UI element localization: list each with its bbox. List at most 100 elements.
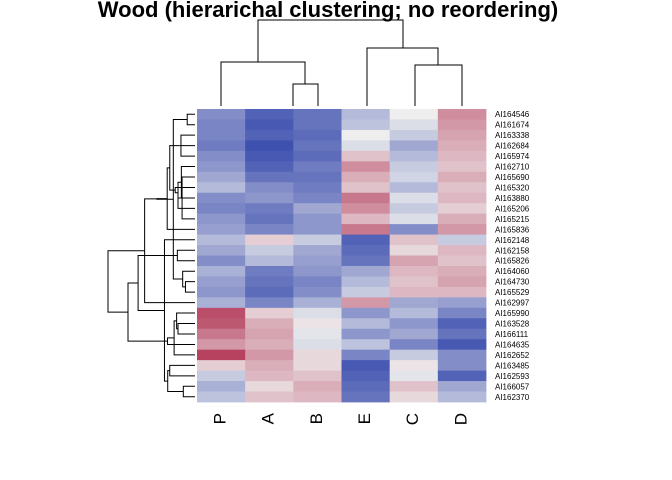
heatmap-cell <box>245 265 294 277</box>
heatmap-cell <box>245 192 294 204</box>
heatmap-cell <box>389 150 439 162</box>
heatmap-cell <box>245 391 294 403</box>
heatmap-cell <box>389 381 439 392</box>
heatmap-cell <box>293 276 342 288</box>
heatmap-cell <box>293 140 342 152</box>
heatmap-cell <box>197 171 246 183</box>
heatmap-cell <box>197 213 246 225</box>
heatmap-cell <box>245 297 294 309</box>
heatmap-cell <box>389 360 439 371</box>
heatmap-cell <box>197 339 246 351</box>
heatmap-cell <box>389 224 439 235</box>
heatmap-cell <box>437 140 487 152</box>
row-label: AI161674 <box>495 121 530 130</box>
row-label: AI162997 <box>495 299 530 308</box>
heatmap-cell <box>245 339 294 351</box>
heatmap-cell <box>197 318 246 330</box>
heatmap-cell <box>197 349 246 361</box>
heatmap-cell <box>341 171 391 183</box>
heatmap-cell <box>293 245 342 256</box>
heatmap-cell <box>245 370 294 382</box>
column-dendrogram-branch <box>220 61 306 106</box>
heatmap-cell <box>197 161 246 173</box>
heatmap-cell <box>437 182 487 194</box>
row-dendrogram-branch <box>177 181 182 204</box>
heatmap-cell <box>437 213 487 225</box>
heatmap-cell <box>245 307 294 319</box>
row-dendrogram-branch <box>184 281 195 293</box>
row-dendrogram-branch <box>167 337 195 345</box>
heatmap-cell <box>197 286 246 298</box>
heatmap-cell <box>197 276 246 288</box>
row-label: AI165990 <box>495 309 530 318</box>
row-label: AI165529 <box>495 288 530 297</box>
heatmap-cell <box>245 276 294 288</box>
heatmap-cell <box>389 192 439 204</box>
row-label: AI163338 <box>495 131 530 140</box>
row-label: AI165974 <box>495 152 530 161</box>
heatmap-cell <box>389 129 439 141</box>
column-dendrogram-branch <box>414 64 463 106</box>
heatmap-cell <box>437 255 487 267</box>
row-dendrogram-branch <box>169 364 195 377</box>
heatmap-cell <box>341 129 391 141</box>
heatmap-cell <box>341 370 391 382</box>
heatmap-cell <box>389 276 439 288</box>
chart-title: Wood (hierarichal clustering; no reorder… <box>98 0 558 22</box>
row-dendrogram-branch <box>156 198 174 200</box>
heatmap-cell <box>293 297 342 309</box>
heatmap-cell <box>437 171 487 183</box>
heatmap-cell <box>293 203 342 215</box>
row-label: AI162158 <box>495 246 530 255</box>
heatmap-cell <box>341 255 391 267</box>
heatmap-cell <box>197 129 246 141</box>
heatmap-cell <box>341 203 391 215</box>
heatmap-cell <box>245 203 294 215</box>
heatmap-cell <box>197 328 246 340</box>
row-label: AI162710 <box>495 163 530 172</box>
heatmap-cell <box>197 245 246 256</box>
heatmap-cell <box>389 318 439 330</box>
heatmap-cell <box>341 318 391 330</box>
heatmap-cell <box>437 245 487 256</box>
heatmap-cell <box>389 161 439 173</box>
row-dendrogram <box>107 113 195 398</box>
heatmap-cell <box>437 381 487 392</box>
heatmap-cell <box>293 171 342 183</box>
heatmap-cell <box>389 182 439 194</box>
row-dendrogram-branch <box>186 113 195 126</box>
heatmap-cell <box>245 255 294 267</box>
row-label: AI164060 <box>495 267 530 276</box>
heatmap-cell <box>389 203 439 215</box>
row-label: AI162370 <box>495 393 530 402</box>
heatmap-cell <box>293 307 342 319</box>
heatmap-cell <box>341 265 391 277</box>
row-label: AI164546 <box>495 110 530 119</box>
heatmap-cell <box>341 182 391 194</box>
heatmap-cell <box>341 234 391 246</box>
heatmap-cell <box>341 161 391 173</box>
row-dendrogram-branch <box>182 270 195 288</box>
heatmap-cell <box>437 297 487 309</box>
heatmap-cell <box>341 328 391 340</box>
heatmap-cell <box>341 150 391 162</box>
heatmap-cell <box>197 150 246 162</box>
row-label: AI164635 <box>495 340 530 349</box>
heatmap-cell <box>389 171 439 183</box>
row-label: AI162652 <box>495 351 530 360</box>
heatmap-cell <box>293 265 342 277</box>
heatmap-cell <box>245 182 294 194</box>
heatmap-cell <box>197 381 246 392</box>
heatmap-cell <box>437 276 487 288</box>
heatmap-cell <box>245 150 294 162</box>
heatmap-cell <box>197 140 246 152</box>
heatmap-cell <box>341 360 391 371</box>
heatmap-cell <box>197 224 246 235</box>
row-dendrogram-branch <box>176 249 195 262</box>
heatmap-cell <box>197 109 246 120</box>
heatmap-cell <box>293 286 342 298</box>
heatmap-cell <box>293 370 342 382</box>
